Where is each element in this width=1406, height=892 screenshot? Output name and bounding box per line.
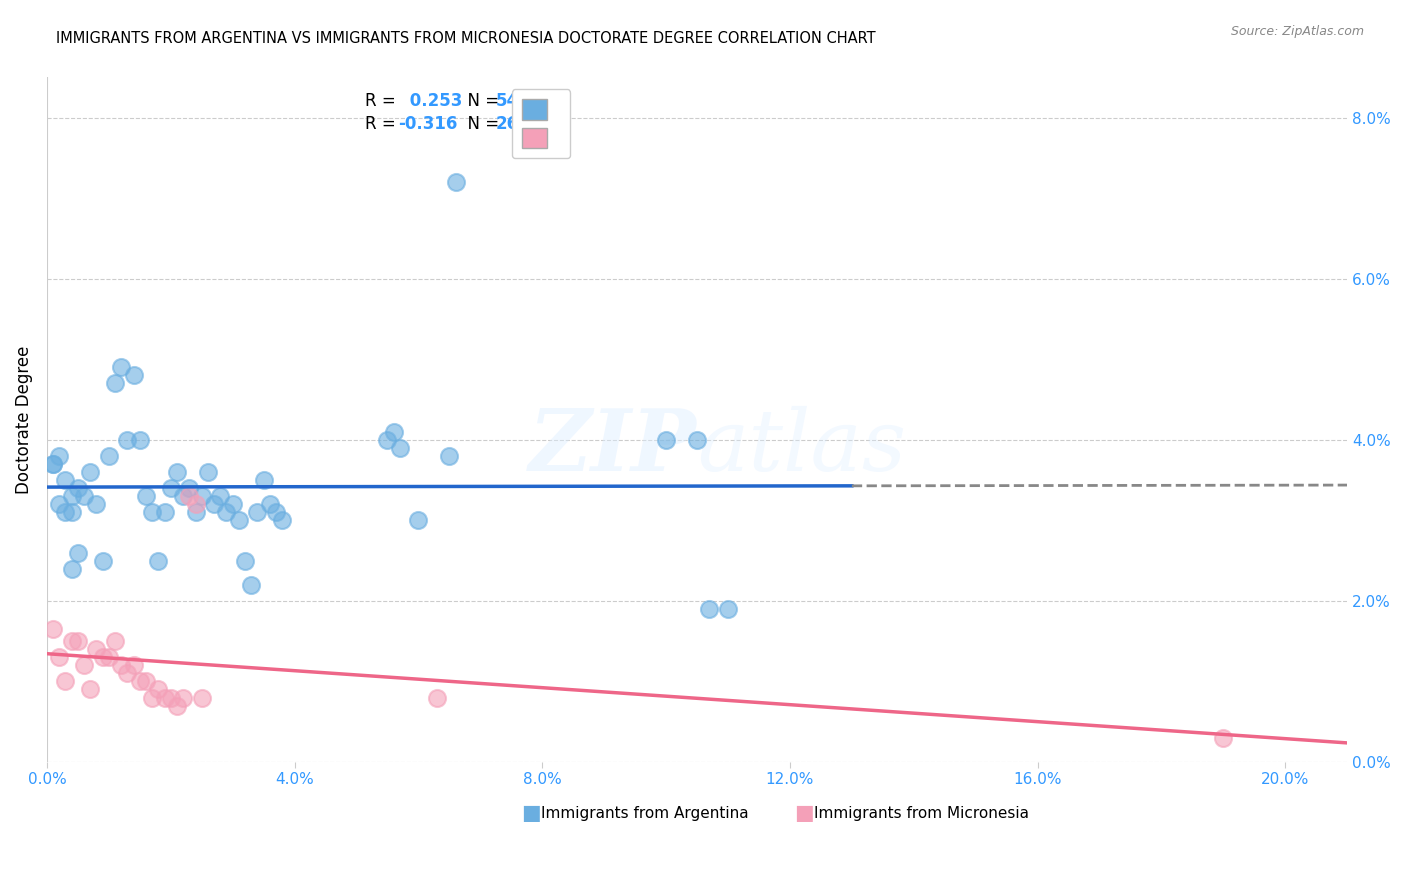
Text: R =: R = xyxy=(366,92,402,111)
Point xyxy=(42,457,65,471)
Point xyxy=(48,650,70,665)
Point xyxy=(246,505,269,519)
Point xyxy=(91,554,114,568)
Point xyxy=(172,690,194,705)
Text: N =: N = xyxy=(457,92,503,111)
Point xyxy=(60,489,83,503)
Point xyxy=(104,376,127,391)
Point xyxy=(184,505,207,519)
Point xyxy=(215,505,238,519)
Point xyxy=(159,481,181,495)
Point xyxy=(73,489,96,503)
Point xyxy=(382,425,405,439)
Text: 0.253: 0.253 xyxy=(405,92,463,111)
Point xyxy=(159,690,181,705)
Point xyxy=(686,433,709,447)
Point xyxy=(73,658,96,673)
Point xyxy=(439,449,461,463)
Point xyxy=(259,497,281,511)
Point xyxy=(104,634,127,648)
Text: Source: ZipAtlas.com: Source: ZipAtlas.com xyxy=(1230,25,1364,38)
Point xyxy=(377,433,399,447)
Point xyxy=(60,505,83,519)
Text: ZIP: ZIP xyxy=(529,405,697,489)
Point xyxy=(66,634,89,648)
Text: Immigrants from Argentina: Immigrants from Argentina xyxy=(541,805,748,821)
Point xyxy=(42,457,65,471)
Point xyxy=(55,505,77,519)
Point xyxy=(128,433,150,447)
Point xyxy=(48,449,70,463)
Text: 54: 54 xyxy=(495,92,519,111)
Point xyxy=(655,433,678,447)
Point xyxy=(153,690,176,705)
Point xyxy=(240,578,263,592)
Point xyxy=(122,368,145,383)
Text: ■: ■ xyxy=(794,804,814,823)
Point xyxy=(148,682,170,697)
Point xyxy=(122,658,145,673)
Point xyxy=(209,489,232,503)
Point xyxy=(110,360,132,375)
Point xyxy=(172,489,194,503)
Point xyxy=(110,658,132,673)
Text: Immigrants from Micronesia: Immigrants from Micronesia xyxy=(814,805,1029,821)
Point xyxy=(55,473,77,487)
Point xyxy=(86,642,108,657)
Text: N =: N = xyxy=(457,115,503,133)
Point xyxy=(166,698,188,713)
Point xyxy=(444,175,467,189)
Text: atlas: atlas xyxy=(697,406,907,489)
Text: R =: R = xyxy=(366,115,402,133)
Point xyxy=(60,634,83,648)
Point xyxy=(79,465,101,479)
Point xyxy=(190,690,212,705)
Point xyxy=(233,554,256,568)
Text: IMMIGRANTS FROM ARGENTINA VS IMMIGRANTS FROM MICRONESIA DOCTORATE DEGREE CORRELA: IMMIGRANTS FROM ARGENTINA VS IMMIGRANTS … xyxy=(56,31,876,46)
Point xyxy=(148,554,170,568)
Text: ■: ■ xyxy=(522,804,541,823)
Point xyxy=(184,497,207,511)
Point xyxy=(97,449,120,463)
Point xyxy=(252,473,274,487)
Point xyxy=(699,602,721,616)
Point xyxy=(91,650,114,665)
Text: -0.316: -0.316 xyxy=(398,115,457,133)
Point xyxy=(55,674,77,689)
Point xyxy=(66,545,89,559)
Point xyxy=(202,497,225,511)
Point xyxy=(97,650,120,665)
Point xyxy=(228,513,250,527)
Y-axis label: Doctorate Degree: Doctorate Degree xyxy=(15,345,32,494)
Point xyxy=(117,666,139,681)
Point xyxy=(264,505,287,519)
Point xyxy=(48,497,70,511)
Point xyxy=(60,562,83,576)
Point xyxy=(141,690,163,705)
Point xyxy=(66,481,89,495)
Text: 26: 26 xyxy=(495,115,519,133)
Point xyxy=(86,497,108,511)
Point xyxy=(179,481,201,495)
Point xyxy=(179,489,201,503)
Point xyxy=(79,682,101,697)
Point xyxy=(42,622,65,636)
Point xyxy=(388,441,411,455)
Point xyxy=(153,505,176,519)
Point xyxy=(135,489,157,503)
Point xyxy=(197,465,219,479)
Point xyxy=(128,674,150,689)
Point xyxy=(117,433,139,447)
Point xyxy=(135,674,157,689)
Point xyxy=(271,513,294,527)
Point xyxy=(408,513,430,527)
Point xyxy=(221,497,243,511)
Point xyxy=(141,505,163,519)
Point xyxy=(166,465,188,479)
Legend: , : , xyxy=(512,89,571,158)
Point xyxy=(717,602,740,616)
Point xyxy=(426,690,449,705)
Point xyxy=(1212,731,1234,745)
Point xyxy=(190,489,212,503)
